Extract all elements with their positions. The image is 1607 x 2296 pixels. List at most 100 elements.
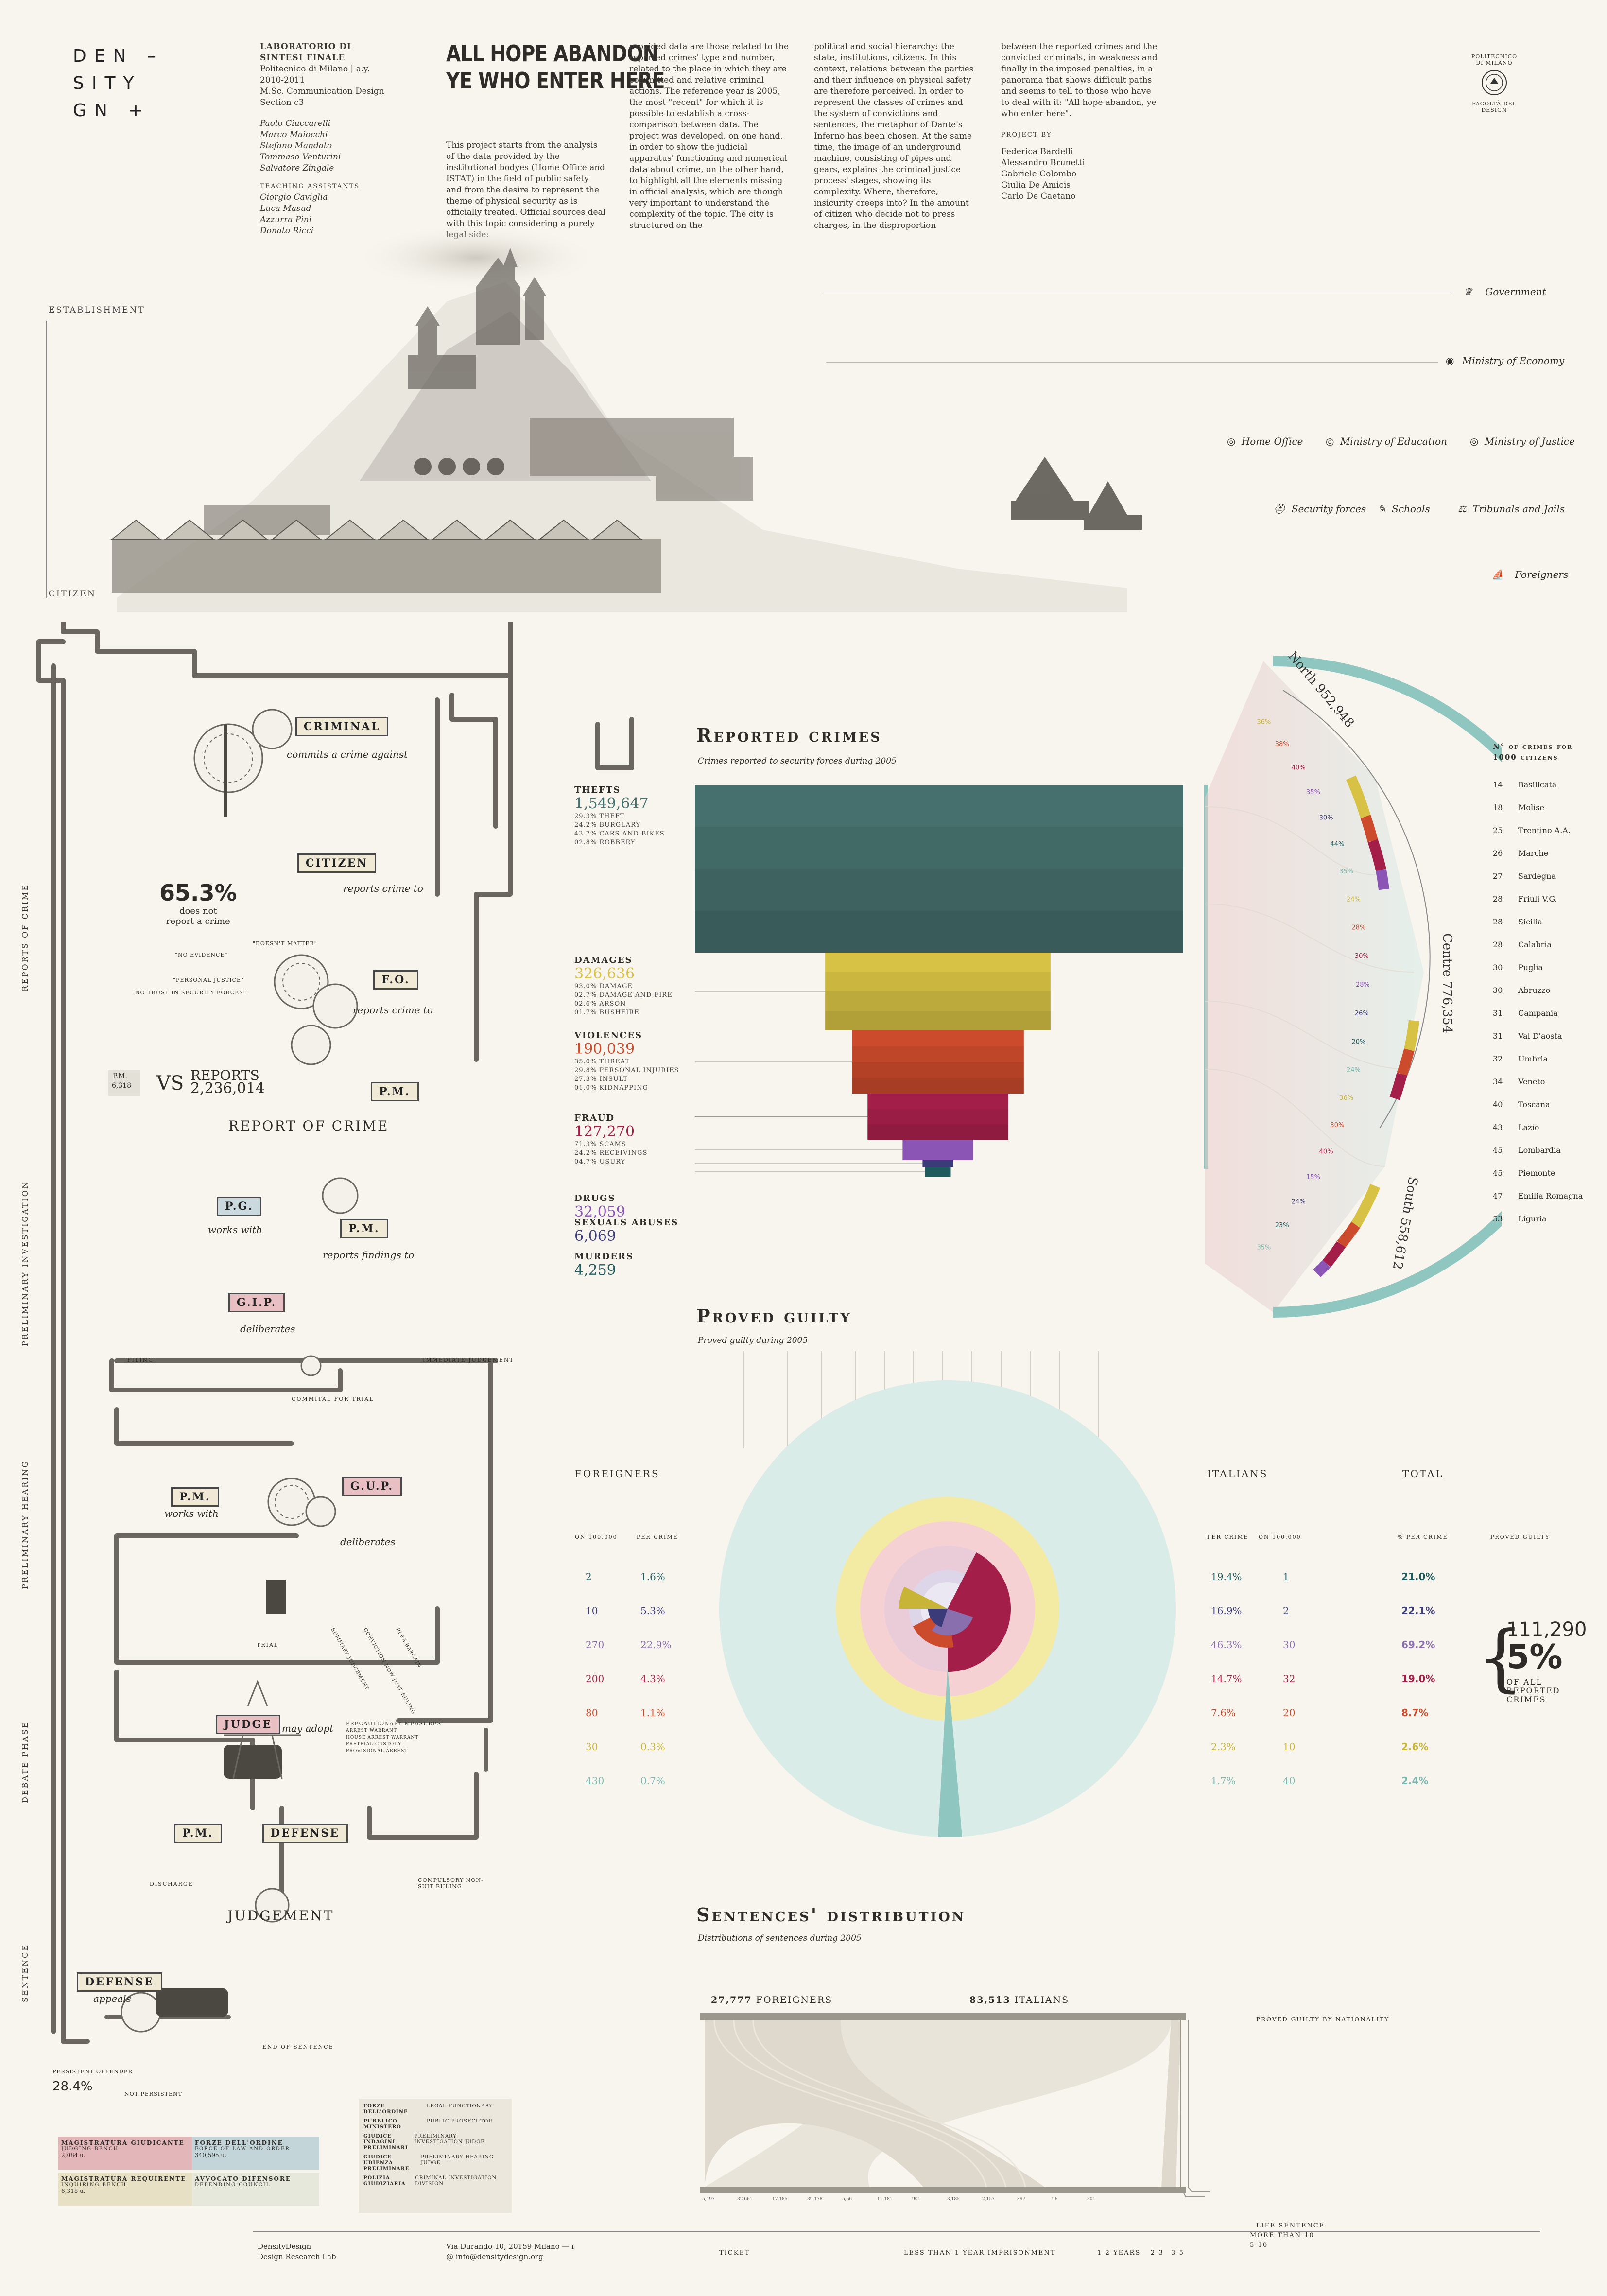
precautionary-item: PRETRIAL CUSTODY [346,1742,402,1747]
institution-justice: ◎ Ministry of Justice [1470,435,1575,447]
assistant: Azzurra Pini [260,215,312,225]
precautionary-item: ARREST WARRANT [346,1728,397,1733]
slice-label: 36% [1339,1095,1353,1102]
report-of-crime-label: REPORT OF CRIME [228,1118,389,1134]
funnel-band [852,1046,1024,1062]
quote: "DOESN'T MATTER" [253,940,317,947]
glossary: FORZE DELL'ORDINE LEGAL FUNCTIONARY PUBBL… [359,2099,512,2213]
not-persistent-label: NOT PERSISTENT [124,2091,182,2097]
flow-bands [705,2020,1181,2187]
end-sentence-label: END OF SENTENCE [262,2044,334,2050]
italian-pct: 16.9% [1211,1605,1242,1617]
badge-pm-4: P.M. [174,1824,222,1843]
foreign-on100k: 430 [586,1775,605,1787]
intro-col-4: between the reported crimes and the conv… [1001,42,1158,119]
slice-label: 30% [1319,815,1333,822]
guilty-wedge [899,1586,948,1609]
seal-icon: ◎ [1326,435,1334,447]
region-value: 47 [1493,1191,1503,1200]
badge-pm: P.M. [371,1082,419,1101]
institution-economy: ◉ Ministry of Economy [1446,355,1564,366]
badge-pm-3: P.M. [171,1487,219,1507]
crime-breakdown: 71.3% SCAMS [574,1141,626,1148]
region-name: Marche [1518,849,1549,858]
hierarchy-line [826,362,1438,363]
slice-label: 28% [1356,981,1370,989]
region-row: 31 Campania [1493,1009,1558,1018]
crime-breakdown: 35.0% THREAT [574,1058,630,1065]
author: Stefano Mandato [260,141,332,151]
slice-label: 15% [1306,1174,1320,1181]
institution-label: Ministry of Economy [1462,355,1565,366]
intro-col-1: This project starts from the analysis of… [446,140,606,240]
course-info: Politecnico di Milano | a.y. 2010-2011 [260,64,370,85]
total-pct: 69.2% [1401,1639,1435,1651]
summary-label: OF ALL REPORTED CRIMES [1506,1678,1560,1704]
fan-lines [1205,806,1415,1167]
fo-reports-label: reports crime to [353,1004,433,1016]
region-name: Sicilia [1518,917,1542,926]
foreigners-count: 27,777 FOREIGNERS [711,1995,832,2005]
guilty-wedge [932,1609,973,1635]
total-pct: 2.6% [1401,1741,1429,1753]
sentence-category: MORE THAN 10 [1250,2232,1314,2239]
polimi-seal-icon [1482,70,1507,95]
total-pct: 19.0% [1401,1673,1435,1685]
polimi-bottom: FACOLTÀ DEL DESIGN [1472,101,1517,113]
italian-pct: 46.3% [1211,1639,1242,1651]
foreign-pct: 5.3% [640,1605,665,1617]
total-pct: 21.0% [1401,1571,1435,1583]
intro-col-2: provided data are those related to the r… [629,42,789,230]
region-value: 43 [1493,1123,1503,1132]
trial-label: TRIAL [257,1642,279,1648]
crime-breakdown: 27.3% INSULT [574,1076,628,1083]
sentence-category: LIFE SENTENCE [1256,2222,1325,2229]
works-with-label-2: works with [164,1508,219,1519]
slice-label: 30% [1355,953,1369,960]
summary-line: REPORTED [1506,1686,1560,1695]
crime-value: 127,270 [574,1123,635,1140]
sentence-value: 3,185 [947,2197,960,2202]
region-value: 28 [1493,894,1503,904]
quote: "PERSONAL JUSTICE" [173,977,244,983]
summary-value: 111,290 [1506,1618,1587,1641]
funnel-bar-fraud [867,1094,1008,1140]
institution-home-office: ◎ Home Office [1227,435,1303,447]
justice-machine [36,622,634,2044]
arc-thin [1282,690,1431,1128]
proved-guilty-title: Proved guilty [696,1305,852,1327]
glossary-it: POLIZIA GIUDIZIARIA [363,2175,406,2187]
legend-title: MAGISTRATURA REQUIRENTE [61,2175,187,2182]
region-row: 53 Liguria [1493,1214,1547,1223]
region-value: 30 [1493,963,1503,972]
sentence-value: 39,178 [807,2197,823,2202]
region-row: 28 Calabria [1493,940,1552,949]
crime-name: THEFTS [574,785,621,795]
glossary-en: LEGAL FUNCTIONARY [427,2104,493,2109]
sentence-category: LESS THAN 1 YEAR IMPRISONMENT [904,2249,1056,2257]
slice-label: 40% [1319,1148,1333,1155]
region-name: Liguria [1518,1214,1547,1223]
italian-on100k: 40 [1283,1775,1296,1787]
region-row: 28 Friuli V.G. [1493,894,1557,904]
region-name: Trentino A.A. [1518,826,1571,835]
citizen-label: CITIZEN [49,589,96,599]
ship-icon: ⛵ [1492,569,1504,580]
footer-address: Via Durando 10, 20159 Milano — i @ info@… [446,2242,574,2262]
legend-value: 340,595 u. [195,2152,226,2158]
funnel-band [867,1109,1008,1125]
sentence-value: 11,181 [877,2197,893,2202]
institution-label: Home Office [1241,435,1303,447]
credits: LABORATORIO DI SINTESI FINALE Politecnic… [260,41,396,237]
funnel-bar-sexuals-abuses [922,1160,953,1167]
polimi-top: POLITECNICO DI MILANO [1471,53,1518,66]
foreigners-header: FOREIGNERS [575,1468,660,1479]
foreign-on100k: 80 [586,1707,598,1719]
crime-name: DAMAGES [574,955,633,965]
legend-value: 6,318 u. [61,2188,86,2194]
region-row: 26 Marche [1493,849,1548,858]
committal-label: COMMITAL FOR TRIAL [292,1396,374,1402]
region-value: 28 [1493,917,1503,926]
sentence-category: TICKET [719,2249,750,2257]
crime-label: FRAUD 127,270 71.3% SCAMS 24.2% RECEIVINGS 0… [574,1113,647,1166]
